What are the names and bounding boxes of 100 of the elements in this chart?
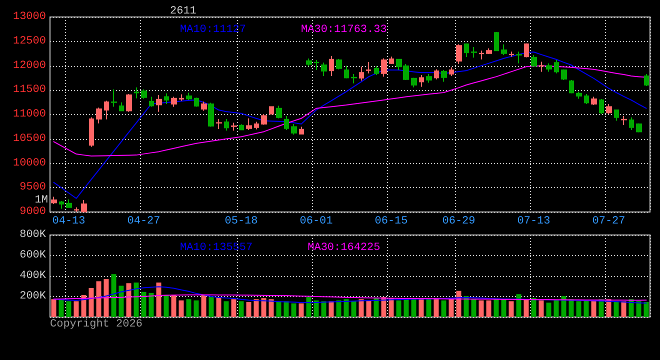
line-series bbox=[53, 65, 647, 157]
candlestick bbox=[351, 74, 357, 84]
bar bbox=[194, 300, 199, 317]
bar bbox=[208, 297, 214, 317]
candlestick bbox=[336, 58, 342, 70]
bar bbox=[261, 298, 266, 317]
candlestick bbox=[239, 124, 244, 131]
candlestick bbox=[344, 65, 349, 79]
candlestick bbox=[591, 96, 597, 106]
candlestick bbox=[576, 91, 582, 100]
line-series bbox=[53, 52, 647, 199]
candlestick bbox=[208, 102, 214, 128]
bar bbox=[591, 300, 596, 317]
x-tick-label: 06-15 bbox=[374, 216, 408, 228]
candlestick bbox=[201, 101, 207, 112]
candlestick bbox=[516, 51, 522, 64]
x-tick-label: 07-27 bbox=[592, 216, 626, 228]
candlestick bbox=[299, 126, 304, 134]
candlestick bbox=[96, 107, 102, 124]
candlestick bbox=[471, 46, 477, 58]
candlestick bbox=[231, 122, 237, 132]
bar bbox=[441, 300, 446, 317]
candlestick bbox=[456, 44, 462, 65]
candlestick bbox=[284, 116, 289, 131]
y-tick-label: 11500 bbox=[12, 84, 46, 96]
bar bbox=[81, 294, 86, 317]
bar bbox=[74, 301, 79, 317]
bar bbox=[366, 300, 372, 317]
bar bbox=[561, 296, 566, 317]
candlestick bbox=[246, 118, 252, 131]
candlestick bbox=[156, 94, 162, 112]
bar bbox=[201, 294, 206, 317]
bar bbox=[254, 299, 259, 317]
candlestick bbox=[164, 92, 169, 105]
candlestick bbox=[134, 86, 139, 99]
bar bbox=[51, 299, 56, 317]
bar bbox=[508, 301, 514, 317]
bar bbox=[464, 296, 469, 317]
bar bbox=[126, 283, 132, 317]
bar bbox=[531, 298, 536, 317]
bar bbox=[268, 299, 274, 317]
bar bbox=[621, 301, 626, 317]
candlestick bbox=[81, 200, 87, 212]
candlestick bbox=[494, 32, 499, 52]
candlestick bbox=[261, 114, 267, 126]
bar bbox=[156, 282, 162, 317]
candlestick bbox=[306, 58, 312, 67]
bar bbox=[306, 297, 312, 317]
chart-title: 2611 bbox=[170, 6, 197, 18]
bar bbox=[321, 301, 326, 317]
candlestick bbox=[501, 44, 507, 56]
candlestick bbox=[411, 77, 417, 88]
candlestick bbox=[314, 60, 319, 71]
candlestick bbox=[254, 121, 259, 130]
text: MA10:135557 bbox=[180, 242, 253, 254]
bar bbox=[328, 301, 334, 317]
bar bbox=[276, 301, 282, 317]
candlestick bbox=[276, 105, 282, 119]
bar bbox=[388, 298, 394, 317]
bar bbox=[614, 301, 619, 317]
y-tick-label: 12000 bbox=[12, 60, 46, 72]
candlestick bbox=[569, 80, 574, 94]
candlestick bbox=[186, 92, 192, 101]
bar bbox=[494, 299, 499, 317]
candlestick bbox=[486, 48, 492, 54]
candlestick bbox=[141, 88, 147, 100]
bar bbox=[291, 303, 296, 317]
bar bbox=[636, 301, 642, 317]
candlestick bbox=[381, 58, 387, 78]
candlestick bbox=[374, 65, 379, 76]
bar bbox=[486, 300, 492, 317]
bar bbox=[148, 292, 154, 317]
candlestick bbox=[89, 116, 94, 148]
bar bbox=[284, 301, 289, 317]
candlestick bbox=[419, 74, 424, 88]
bar bbox=[88, 288, 94, 317]
text: Copyright 2026 bbox=[50, 318, 142, 330]
x-tick-label: 06-29 bbox=[442, 216, 476, 228]
candlestick bbox=[614, 110, 619, 122]
candlestick bbox=[531, 54, 537, 68]
bar bbox=[314, 300, 319, 317]
candlestick bbox=[509, 51, 514, 58]
y-tick-label: 11000 bbox=[12, 108, 46, 120]
bar bbox=[141, 292, 146, 317]
text: MA30:11763.33 bbox=[301, 24, 387, 36]
bar bbox=[96, 281, 102, 317]
candlestick bbox=[599, 98, 604, 115]
bar bbox=[164, 294, 169, 317]
bar bbox=[336, 300, 342, 317]
text: MA10:11127 bbox=[180, 24, 246, 36]
candlestick bbox=[269, 106, 274, 115]
candlestick bbox=[426, 74, 432, 84]
bar bbox=[456, 290, 462, 317]
text: MA30:164225 bbox=[308, 242, 380, 254]
candlestick bbox=[524, 42, 529, 58]
bar bbox=[111, 274, 116, 317]
candlestick bbox=[479, 50, 484, 60]
candlestick bbox=[359, 66, 364, 82]
y-tick-label: 9000 bbox=[20, 206, 46, 218]
bar bbox=[231, 299, 236, 317]
